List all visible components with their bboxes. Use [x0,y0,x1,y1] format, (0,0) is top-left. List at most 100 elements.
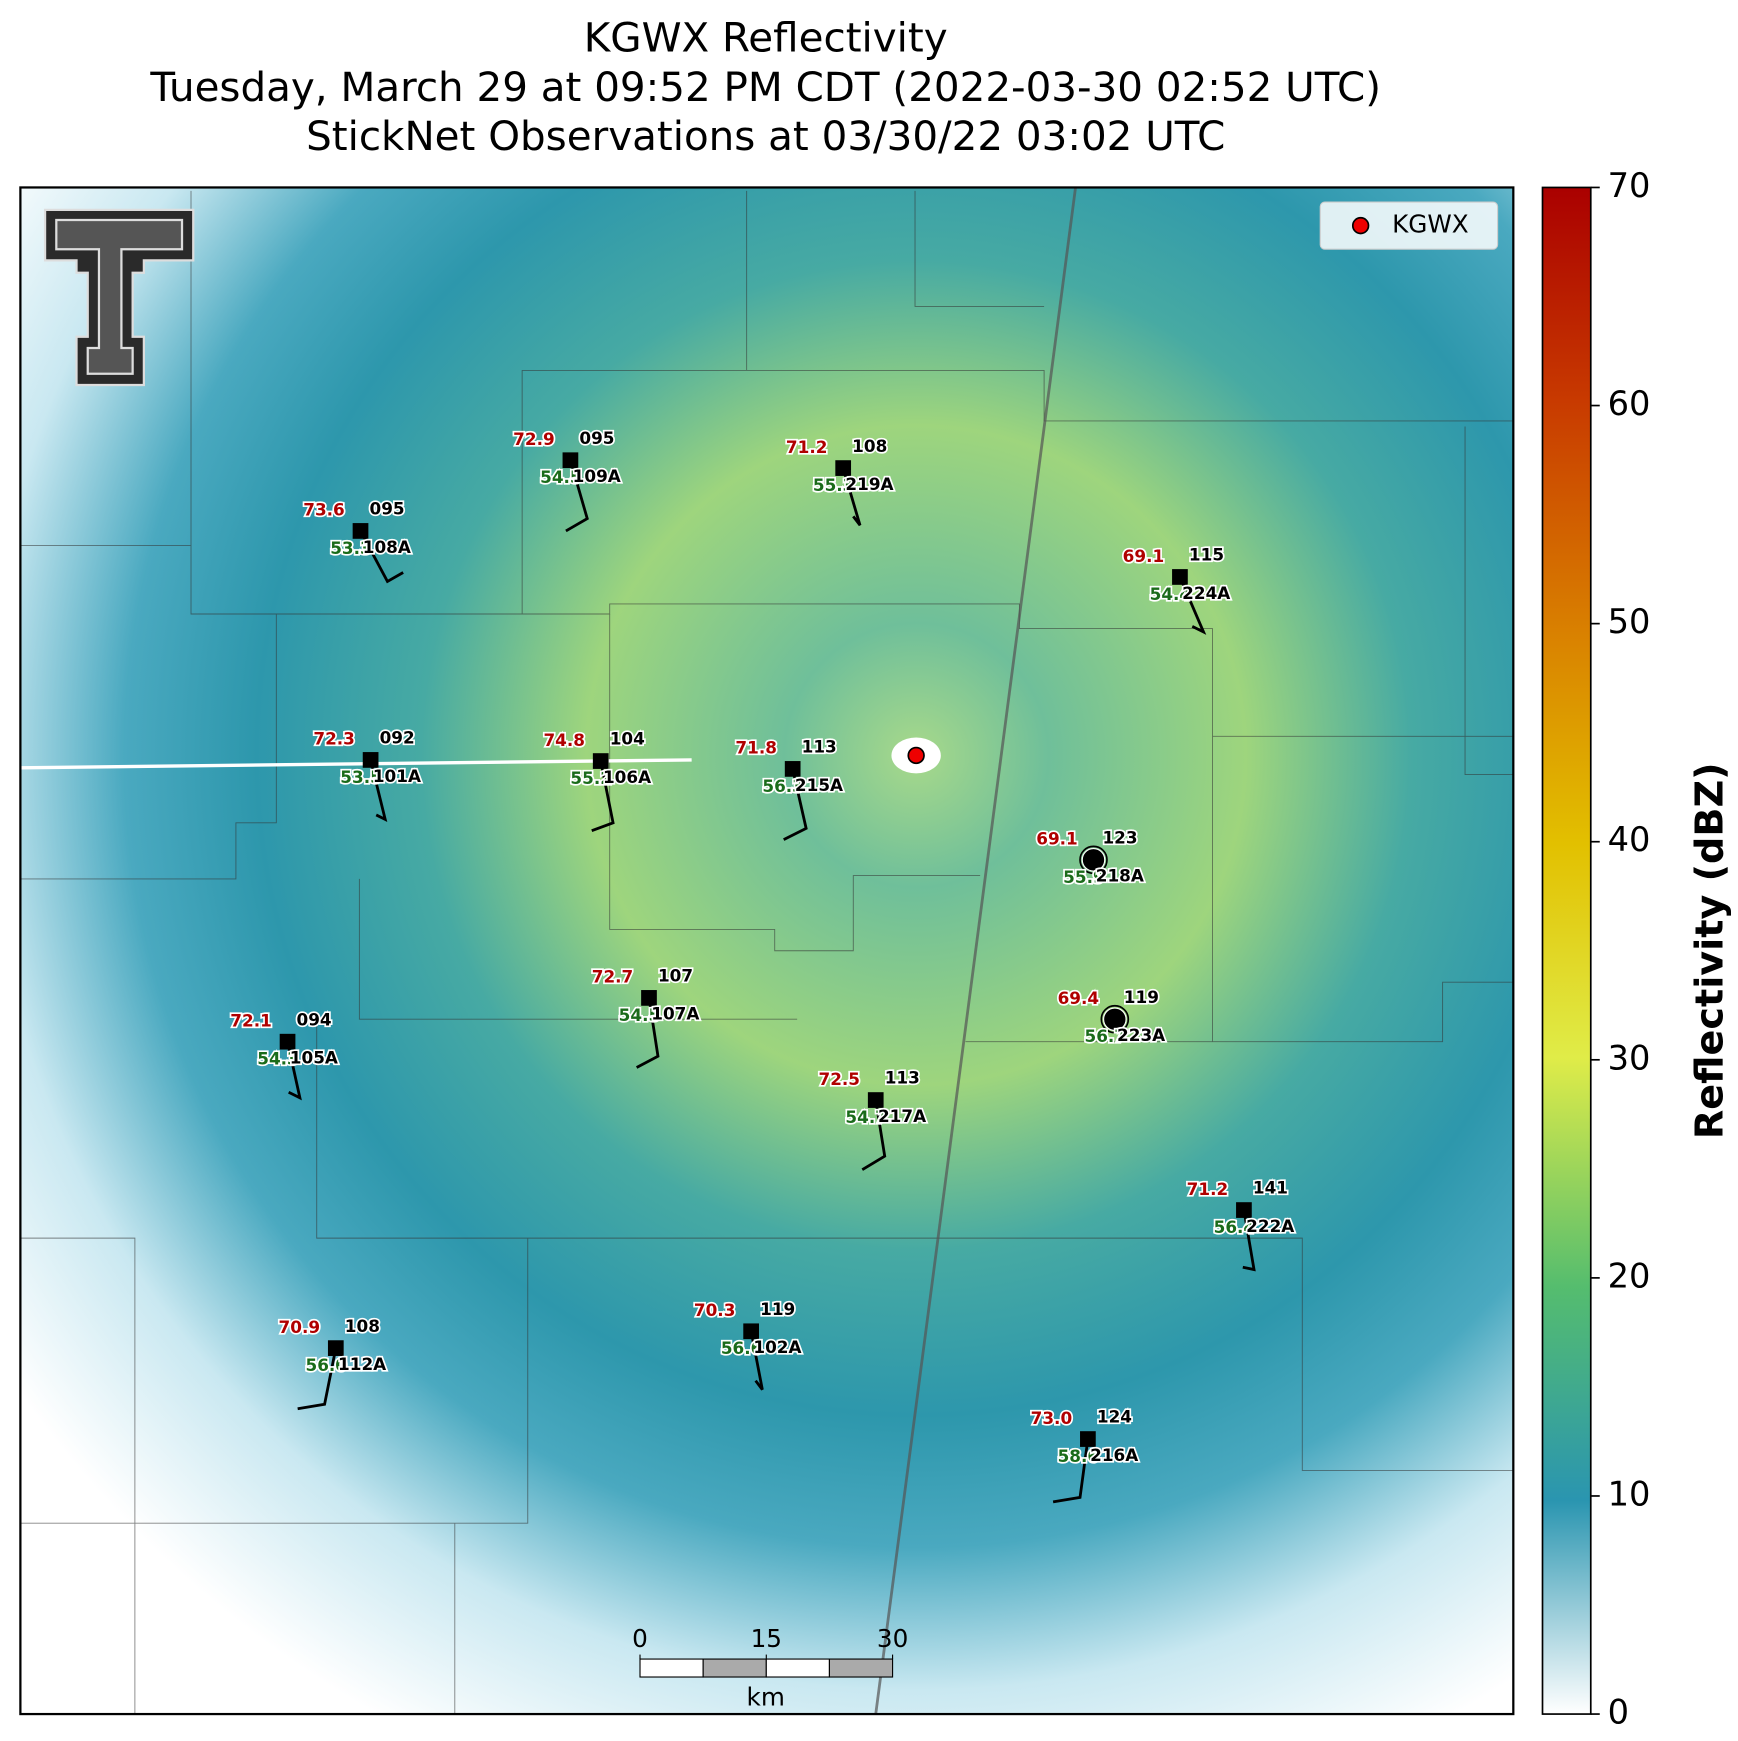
pressure: 115 [1189,545,1224,565]
title-line: Tuesday, March 29 at 09:52 PM CDT (2022-… [149,63,1381,111]
pressure: 108 [345,1316,380,1336]
pressure: 119 [1124,987,1159,1007]
reflectivity-field [20,187,1514,1715]
pressure: 113 [802,737,837,757]
station-marker [784,761,801,777]
dewpoint: 56.4 [1214,1217,1256,1237]
station-marker [327,1340,344,1356]
legend: KGWX [1319,201,1499,250]
pressure: 092 [380,728,415,748]
radar-site [907,746,925,765]
dewpoint: 53.3 [330,538,372,558]
temperature: 70.3 [694,1300,736,1320]
temperature: 69.1 [1123,546,1165,566]
temperature: 71.2 [786,437,828,457]
pressure: 113 [885,1068,920,1088]
station-id: 218A [1096,866,1144,886]
station-marker [867,1092,884,1108]
station-marker [743,1323,759,1340]
station-id: 217A [878,1106,926,1126]
station-id: 216A [1090,1445,1138,1465]
dewpoint: 54.7 [845,1107,887,1127]
temperature: 69.4 [1058,988,1100,1008]
colorbar-tick-label: 60 [1608,384,1651,423]
pressure: 095 [579,428,614,448]
wind-barb [635,997,660,1069]
calm-ring [1100,1004,1130,1034]
title-line: StickNet Observations at 03/30/22 03:02 … [306,112,1225,160]
station-id: 102A [753,1337,801,1357]
wind-barb [749,1331,764,1391]
station-marker [1236,1202,1252,1218]
scale-segment [765,1658,830,1678]
station-id: 222A [1246,1216,1294,1236]
logo [43,208,195,387]
station-marker [562,452,579,469]
pressure: 108 [852,436,887,456]
station-marker [279,1033,296,1050]
pressure: 124 [1097,1407,1132,1427]
station-marker [641,990,657,1006]
station-id: 112A [338,1354,386,1374]
station-id: 105A [290,1048,338,1068]
temperature: 72.5 [818,1069,860,1089]
wind-barb [861,1099,887,1171]
beam-blockage [20,758,692,770]
colorbar [1541,186,1592,1715]
wind-barb [591,760,615,832]
temperature: 72.1 [230,1010,272,1030]
dewpoint: 56.6 [721,1338,763,1358]
wind-barb [1052,1438,1090,1504]
station-id: 215A [795,775,843,795]
pressure: 095 [369,499,404,519]
scale-segment [828,1658,894,1678]
station-id: 106A [603,767,651,787]
title-line: KGWX Reflectivity [584,13,948,61]
colorbar-tick-label: 30 [1608,1038,1651,1077]
wind-barb [297,1347,338,1411]
dewpoint: 55.9 [1063,867,1105,887]
pressure: 123 [1102,828,1137,848]
wind-barb [783,768,808,841]
wind-barb [841,467,862,527]
calm-ring [1079,845,1108,875]
colorbar-tick-label: 10 [1608,1474,1651,1513]
dewpoint: 58.6 [1058,1446,1100,1466]
colorbar-tick-label: 50 [1608,602,1651,641]
pressure: 094 [297,1009,332,1029]
pressure: 107 [658,966,693,986]
station-id: 224A [1182,583,1230,603]
wind-barb [286,1041,302,1101]
station-marker [1081,848,1106,872]
scale-tick-label: 0 [632,1624,648,1653]
dewpoint: 54.4 [1150,584,1192,604]
dewpoint: 55.2 [570,768,612,788]
colorbar-tick-label: 20 [1608,1256,1651,1295]
wind-barb [369,759,388,823]
station-id: 107A [651,1004,699,1024]
temperature: 71.8 [735,738,777,758]
dewpoint: 55.3 [813,475,855,495]
dewpoint: 56.0 [306,1355,348,1375]
wind-barb [359,530,404,584]
scale-unit: km [747,1682,785,1711]
station-marker [1103,1007,1127,1032]
legend-label: KGWX [1392,210,1469,239]
station-id: 219A [845,474,893,494]
pressure: 119 [760,1299,795,1319]
colorbar-tick-label: 40 [1608,820,1651,859]
